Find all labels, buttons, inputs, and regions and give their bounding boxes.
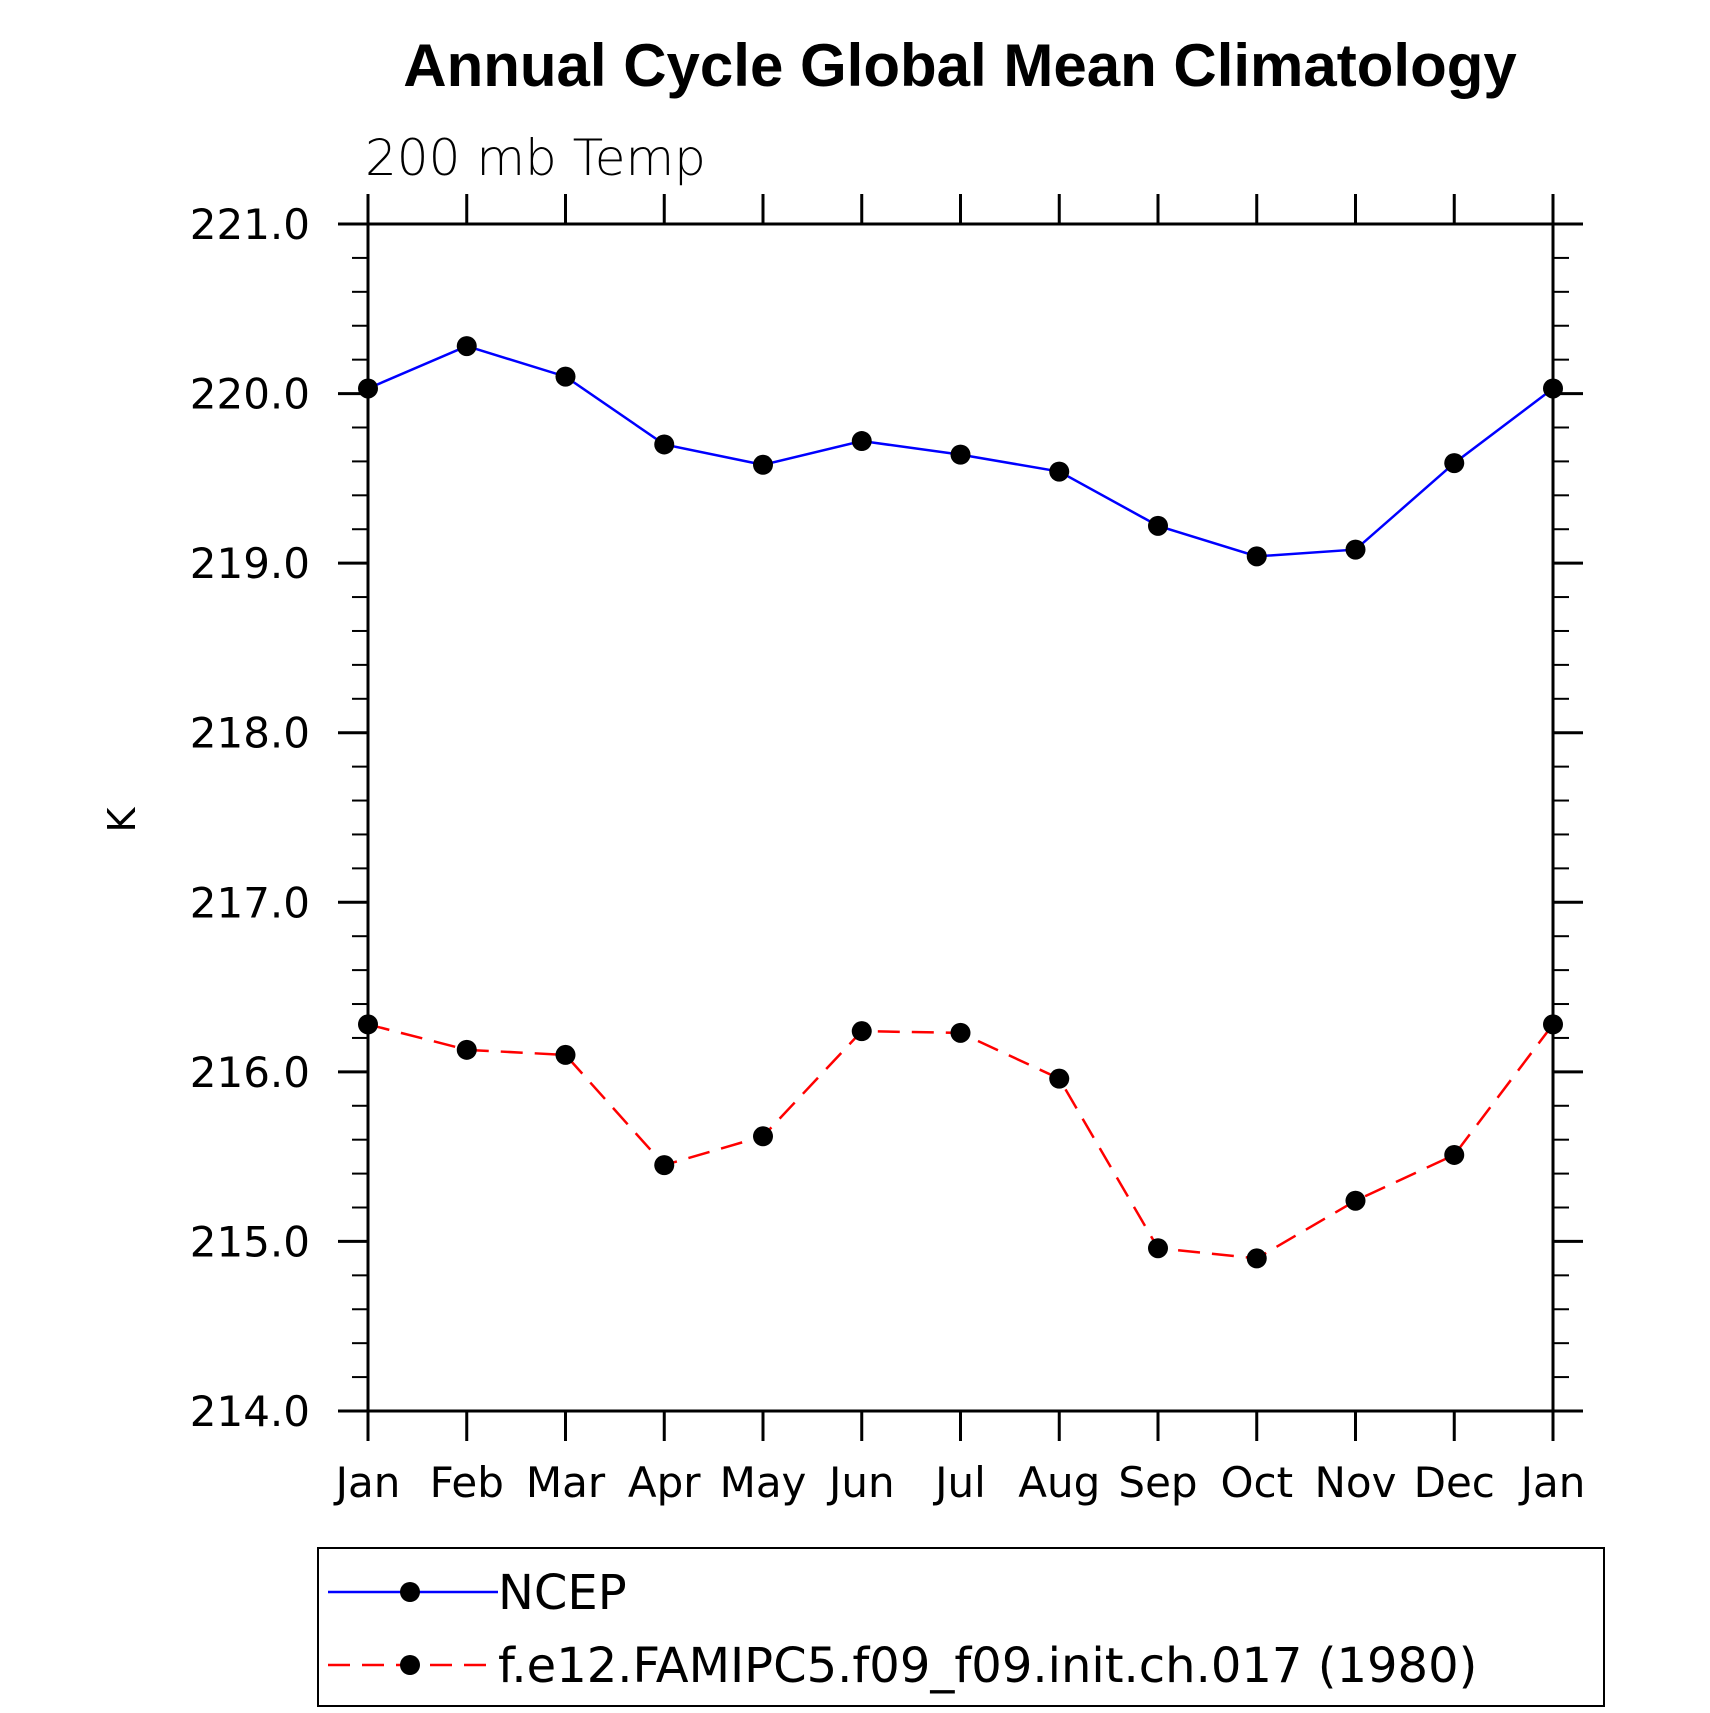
legend-label: f.e12.FAMIPC5.f09_f09.init.ch.017 (1980): [498, 1638, 1477, 1694]
y-tick-label: 218.0: [190, 709, 310, 758]
plot-frame: [366, 222, 1555, 1413]
data-point: [1345, 1190, 1366, 1211]
x-tick-label: Sep: [1118, 1458, 1197, 1507]
y-tick-label: 221.0: [190, 200, 310, 249]
legend-label: NCEP: [498, 1565, 627, 1621]
data-point: [851, 1021, 872, 1042]
data-point: [555, 1044, 576, 1065]
data-point: [654, 1155, 675, 1176]
chart-title: Annual Cycle Global Mean Climatology: [403, 32, 1517, 99]
data-point: [1246, 546, 1267, 567]
data-point: [358, 378, 378, 399]
x-tick-label: Nov: [1315, 1458, 1397, 1507]
legend-marker: [400, 1655, 420, 1675]
data-point: [1543, 1014, 1563, 1035]
data-point: [555, 366, 576, 387]
series-lines: [367, 344, 1554, 1260]
data-point: [358, 1014, 378, 1035]
y-tick-label: 220.0: [190, 370, 310, 419]
data-point: [1444, 1144, 1465, 1165]
legend: NCEP f.e12.FAMIPC5.f09_f09.init.ch.017 (1…: [328, 1565, 1477, 1694]
legend-marker: [400, 1582, 420, 1602]
y-axis-label: K: [100, 806, 144, 832]
y-tick-label: 217.0: [190, 878, 310, 927]
data-point: [851, 431, 872, 452]
data-point: [1246, 1248, 1267, 1269]
x-tick-label: Jul: [932, 1458, 986, 1507]
y-tick-label: 215.0: [190, 1217, 310, 1266]
y-tick-label: 216.0: [190, 1048, 310, 1097]
data-point: [1148, 515, 1168, 536]
x-tick-label: Mar: [526, 1458, 606, 1507]
x-tick-label: May: [720, 1458, 807, 1507]
data-point: [654, 434, 675, 455]
data-point: [950, 444, 971, 465]
data-point: [1049, 1068, 1070, 1089]
data-point: [1345, 539, 1366, 560]
series-line-2: [367, 1023, 1554, 1260]
x-tick-label: Oct: [1220, 1458, 1293, 1507]
data-point: [456, 336, 477, 357]
data-point: [1049, 461, 1070, 482]
data-point: [456, 1039, 477, 1060]
data-point: [1148, 1238, 1168, 1259]
y-tick-label: 214.0: [190, 1387, 310, 1436]
x-tick-label: Jan: [333, 1458, 401, 1507]
data-point: [1444, 453, 1465, 474]
series-markers: [358, 336, 1563, 1269]
data-point: [1543, 378, 1563, 399]
data-point: [753, 1126, 773, 1147]
y-tick-label: 219.0: [190, 539, 310, 588]
x-tick-label: Jan: [1518, 1458, 1586, 1507]
legend-box: [317, 1547, 1605, 1707]
x-tick-label: Aug: [1018, 1458, 1100, 1507]
chart-subtitle: 200 mb Temp: [365, 129, 706, 187]
data-point: [753, 454, 773, 475]
x-tick-label: Dec: [1414, 1458, 1495, 1507]
x-tick-label: Apr: [628, 1458, 701, 1507]
data-point: [950, 1022, 971, 1043]
axis-ticks: [338, 194, 1583, 1441]
x-tick-label: Feb: [430, 1458, 504, 1507]
tick-labels: 214.0 215.0 216.0 217.0 218.0 219.0 220.0 221.0…: [190, 200, 1586, 1507]
x-tick-label: Jun: [826, 1458, 895, 1507]
